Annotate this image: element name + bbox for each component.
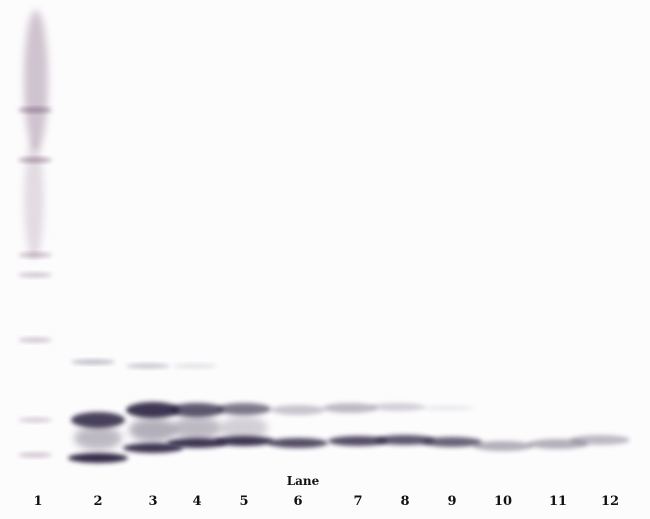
- marker-band: [18, 107, 52, 113]
- lane-label: 2: [93, 494, 103, 509]
- lower-band: [375, 435, 435, 445]
- lane-label: 3: [148, 494, 158, 509]
- lane-label: 1: [33, 494, 43, 509]
- marker-band: [18, 337, 52, 343]
- lane-axis-title: Lane: [286, 474, 320, 488]
- band-smear: [220, 416, 268, 440]
- lane-label: 12: [600, 494, 620, 509]
- upper-band: [271, 405, 325, 415]
- lower-band: [422, 437, 482, 447]
- lower-band: [123, 443, 183, 453]
- lower-band: [214, 436, 274, 446]
- marker-band: [18, 252, 52, 258]
- marker-band: [18, 417, 52, 423]
- band-smear: [74, 426, 122, 450]
- upper-band: [421, 405, 475, 411]
- faint-band: [71, 359, 115, 365]
- lower-band: [328, 436, 388, 446]
- lane-label: 9: [447, 494, 457, 509]
- marker-smear: [24, 140, 44, 260]
- faint-band: [126, 363, 170, 369]
- upper-band: [126, 402, 180, 418]
- lane-label: 10: [493, 494, 513, 509]
- lower-band: [68, 453, 128, 463]
- upper-band: [323, 403, 377, 413]
- lane-label: 11: [548, 494, 568, 509]
- upper-band: [217, 403, 271, 415]
- upper-band: [170, 403, 224, 417]
- lane-label: 6: [293, 494, 303, 509]
- lower-band: [570, 435, 630, 445]
- faint-band: [173, 363, 217, 369]
- lane-label: 7: [353, 494, 363, 509]
- upper-band: [71, 412, 125, 428]
- lane-label: 8: [400, 494, 410, 509]
- bands: [68, 359, 630, 463]
- marker-band: [18, 157, 52, 163]
- marker-band: [18, 272, 52, 278]
- marker-smear: [24, 10, 48, 150]
- band-smear: [173, 416, 221, 440]
- lower-band: [268, 438, 328, 448]
- lane-label: 5: [239, 494, 249, 509]
- upper-band: [371, 403, 425, 411]
- lane-label: 4: [192, 494, 202, 509]
- lower-band: [473, 441, 533, 451]
- marker-lane: [18, 10, 52, 458]
- band-smear: [129, 418, 177, 442]
- lower-band: [167, 438, 227, 448]
- marker-band: [18, 452, 52, 458]
